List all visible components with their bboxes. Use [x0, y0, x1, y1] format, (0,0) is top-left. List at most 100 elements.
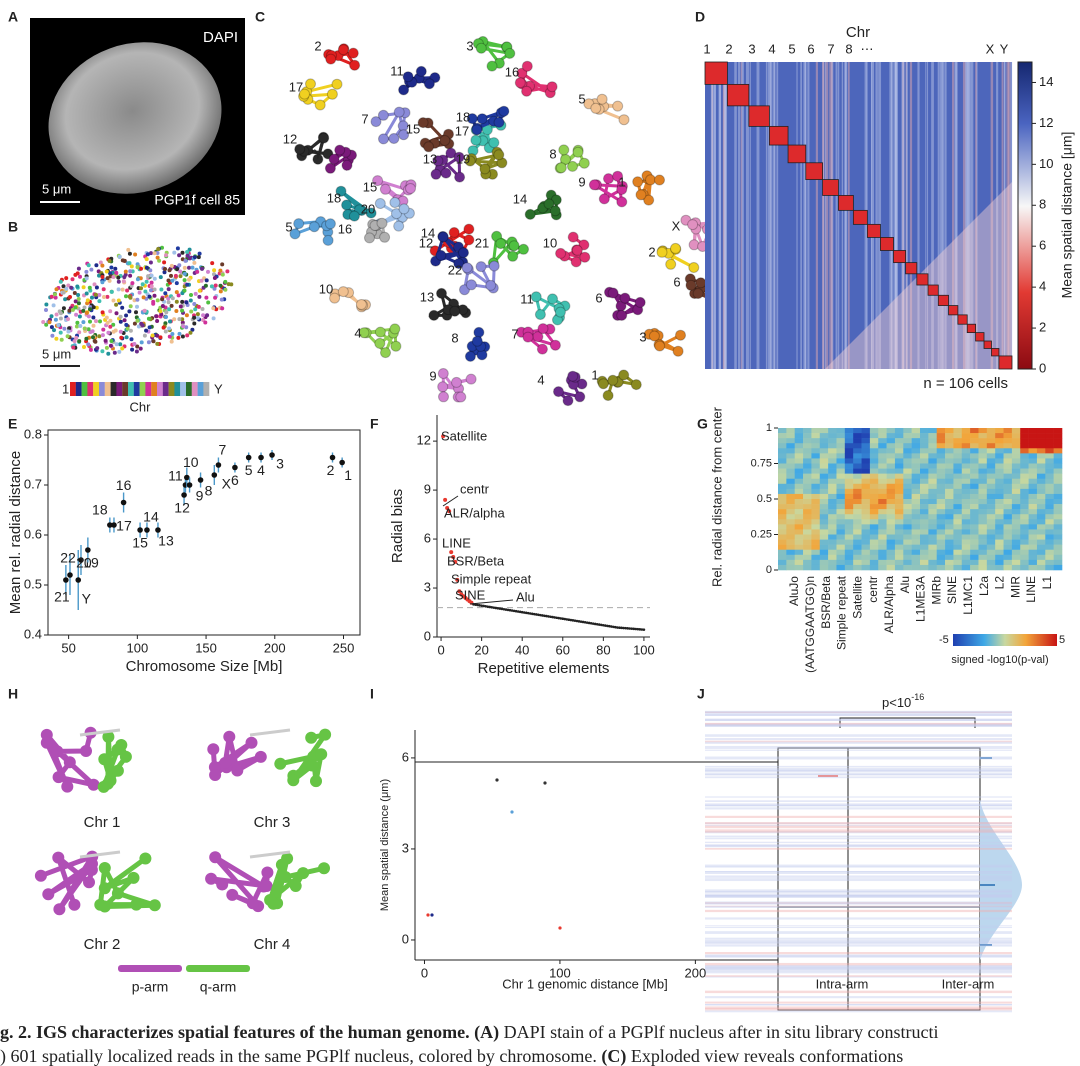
data-point: [457, 589, 462, 594]
chromosome-bead: [341, 199, 353, 211]
read-dot: [218, 283, 223, 288]
heatmap-cell: [928, 509, 938, 515]
read-dot: [185, 333, 190, 338]
heatmap-cell: [1036, 544, 1046, 551]
x-tick-label: (AATGGAATGG)n: [803, 576, 817, 673]
heatmap-cell: [819, 448, 829, 454]
read-dot: [149, 280, 154, 285]
heatmap-cell: [995, 488, 1004, 495]
heatmap-cell: [920, 428, 929, 434]
heatmap-stripe: [847, 62, 850, 369]
heatmap-cell: [844, 443, 854, 449]
read-dot: [206, 269, 210, 274]
heatmap-stripe: [714, 62, 716, 369]
heatmap-cell: [886, 443, 896, 449]
read-dot: [155, 333, 160, 338]
read-dot: [212, 272, 216, 277]
heatmap-cell: [936, 519, 946, 525]
chromosome-bead: [449, 305, 461, 317]
read-dot: [163, 321, 168, 326]
data-point: [500, 607, 504, 611]
heatmap-cell: [886, 458, 896, 464]
heatmap-stripe: [878, 62, 882, 369]
heatmap-cell: [844, 488, 854, 495]
heatmap-cell: [1045, 438, 1054, 444]
chromosome-bead: [364, 232, 375, 244]
heatmap-cell: [811, 483, 821, 490]
heatmap-cell: [945, 559, 954, 566]
heatmap-cell: [1036, 483, 1046, 490]
heatmap-cell: [794, 544, 804, 551]
read-dot: [218, 289, 223, 294]
heatmap-cell: [1003, 488, 1013, 495]
read-dot: [152, 276, 157, 281]
heatmap-cell: [894, 499, 904, 505]
read-dot: [73, 305, 78, 310]
heatmap-stripe: [705, 944, 1012, 947]
heatmap-cell: [978, 473, 988, 480]
heatmap-cell: [1053, 499, 1063, 505]
heatmap-cell: [903, 428, 912, 434]
heatmap-cell: [886, 468, 896, 474]
heatmap-stripe: [796, 62, 798, 369]
point-label: 12: [174, 500, 190, 516]
colorbar-tick-label: 12: [1039, 115, 1053, 130]
heatmap-cell: [844, 564, 854, 571]
chromosome-bead: [654, 174, 665, 186]
diagonal-block: [948, 305, 959, 316]
read-dot: [91, 323, 96, 328]
legend-label: p-arm: [132, 979, 169, 995]
heatmap-cell: [794, 514, 804, 520]
heatmap-cell: [828, 514, 837, 520]
heatmap-cell: [1053, 564, 1063, 571]
heatmap-cell: [894, 514, 904, 520]
heatmap-cell: [903, 534, 912, 540]
heatmap-cell: [828, 539, 837, 545]
heatmap-cell: [803, 488, 812, 495]
chromosome-label: 19: [456, 151, 470, 166]
heatmap-cell: [894, 493, 904, 500]
read-dot: [168, 319, 172, 324]
read-dot: [142, 308, 147, 313]
heatmap-cell: [1011, 539, 1021, 545]
heatmap-cell: [1053, 504, 1063, 510]
read-dot: [163, 291, 168, 296]
read-dot: [143, 289, 148, 294]
heatmap-stripe: [970, 62, 972, 369]
read-dot: [64, 286, 69, 291]
arm-bead: [231, 764, 244, 777]
heatmap-cell: [928, 428, 938, 434]
heatmap-stripe: [711, 62, 714, 369]
read-dot: [157, 258, 162, 263]
heatmap-cell: [794, 478, 804, 485]
chromosome-label: 5: [578, 91, 585, 106]
heatmap-cell: [878, 483, 887, 490]
heatmap-stripe: [705, 796, 1012, 798]
heatmap-cell: [836, 488, 846, 495]
heatmap-cell: [936, 534, 946, 540]
heatmap-cell: [1053, 483, 1063, 490]
chromosome-bead: [656, 246, 668, 258]
y-axis-label: Mean spatial distance (μm): [379, 779, 391, 911]
heatmap-cell: [878, 509, 887, 515]
heatmap-cell: [811, 468, 821, 474]
read-dot: [135, 297, 140, 302]
read-dot: [200, 307, 205, 311]
heatmap-cell: [1045, 478, 1054, 485]
chromosome-bead: [543, 198, 555, 210]
heatmap-cell: [920, 509, 929, 515]
heatmap-cell: [920, 488, 929, 495]
read-dot: [180, 308, 185, 313]
read-dot: [97, 299, 102, 304]
read-dot: [106, 330, 111, 335]
heatmap-cell: [861, 443, 871, 449]
legend-label: q-arm: [200, 979, 237, 995]
heatmap-cell: [1020, 433, 1029, 439]
chromosome-bead: [293, 218, 305, 230]
heatmap-cell: [1045, 549, 1054, 556]
read-dot: [94, 305, 99, 310]
heatmap-stripe: [705, 894, 1012, 898]
heatmap-cell: [1036, 468, 1046, 474]
heatmap-cell: [803, 534, 812, 540]
heatmap-cell: [819, 493, 829, 500]
